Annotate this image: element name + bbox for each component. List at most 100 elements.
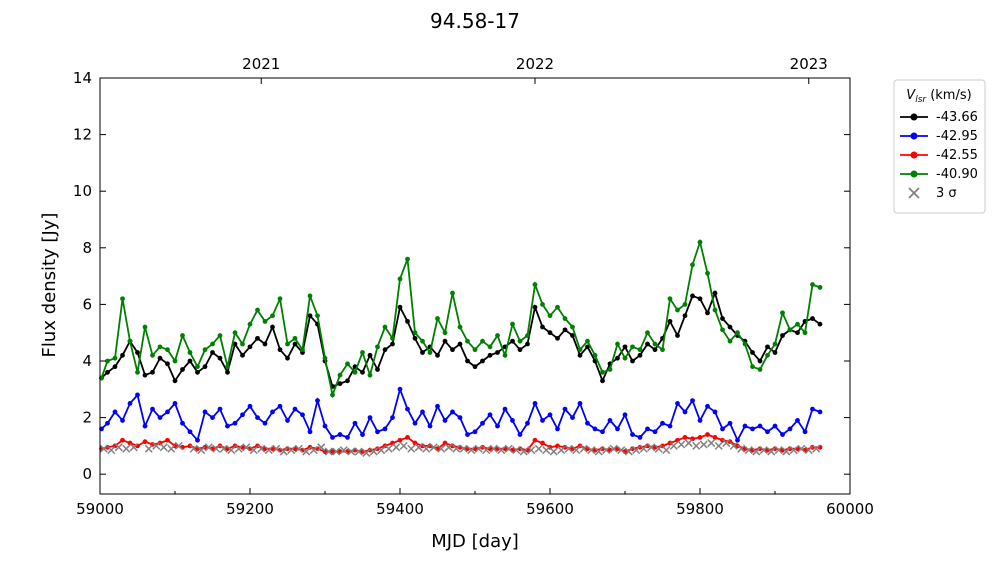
data-point (795, 321, 800, 327)
data-point (112, 409, 118, 415)
sigma-marker (152, 441, 161, 450)
data-point (757, 423, 763, 429)
data-point (217, 406, 223, 412)
data-point (345, 435, 350, 440)
data-point (787, 426, 793, 432)
data-point (240, 352, 245, 358)
data-point (630, 432, 635, 437)
data-point (750, 350, 755, 355)
data-point (802, 429, 808, 435)
data-point (502, 352, 508, 358)
legend-entry-label: 3 σ (936, 186, 957, 201)
data-point (472, 347, 478, 353)
sigma-marker (549, 447, 558, 456)
x-axis-label: MJD [day] (431, 531, 519, 552)
sigma-marker (309, 446, 318, 455)
sigma-marker (722, 439, 731, 448)
data-point (735, 330, 740, 336)
x-tick-label: 59800 (676, 500, 724, 518)
data-point (232, 330, 238, 336)
data-point (435, 403, 440, 409)
y-tick-label: 8 (82, 239, 92, 257)
data-point (615, 355, 620, 361)
sigma-marker (429, 443, 438, 452)
data-point (142, 423, 148, 429)
data-point (540, 324, 545, 330)
data-point (795, 330, 800, 336)
data-point (757, 367, 763, 372)
data-point (270, 324, 275, 330)
data-point (705, 403, 710, 409)
series-4 (99, 439, 821, 457)
sigma-marker (489, 444, 498, 453)
data-point (480, 420, 485, 426)
data-point (525, 420, 530, 426)
data-point (187, 429, 193, 435)
series-3 (99, 238, 823, 399)
data-point (517, 347, 523, 353)
data-point (780, 432, 785, 437)
data-point (510, 338, 515, 344)
sigma-marker (339, 446, 348, 455)
data-point (285, 341, 290, 347)
sigma-marker (797, 444, 806, 453)
data-point (247, 321, 253, 327)
data-point (105, 358, 110, 364)
data-point (202, 364, 208, 370)
data-point (675, 307, 680, 313)
data-point (360, 350, 365, 355)
legend-entry-1: -42.95 (900, 129, 978, 144)
data-point (180, 367, 185, 372)
legend-entry-label: -40.90 (936, 167, 978, 182)
data-point (577, 352, 583, 358)
sigma-marker (377, 446, 386, 455)
data-point (397, 276, 403, 282)
data-point (315, 398, 320, 404)
data-point (525, 333, 530, 338)
data-point (120, 296, 125, 302)
data-point (262, 318, 268, 324)
sigma-marker (542, 446, 551, 455)
data-point (427, 423, 433, 429)
data-point (157, 355, 163, 361)
data-point (337, 381, 343, 387)
data-point (667, 423, 673, 429)
data-point (255, 335, 260, 341)
data-point (727, 338, 733, 344)
data-point (712, 307, 718, 313)
data-point (675, 333, 680, 338)
legend: Vlsr (km/s) -43.66 -42.95 -42.55 -40.90 3 σ (893, 79, 986, 214)
data-point (307, 429, 313, 435)
data-point (142, 439, 148, 445)
data-point (330, 435, 335, 440)
data-point (465, 358, 470, 364)
data-point (517, 338, 523, 344)
data-point (652, 347, 658, 353)
data-point (480, 358, 485, 364)
sigma-marker (609, 444, 618, 453)
data-point (165, 437, 170, 443)
sigma-marker (317, 443, 326, 452)
sigma-marker (512, 446, 521, 455)
data-point (397, 304, 403, 310)
data-point (217, 333, 223, 338)
data-point (562, 316, 568, 321)
data-point (397, 437, 403, 443)
data-point (232, 420, 238, 426)
sigma-marker (767, 447, 776, 456)
data-point (292, 335, 298, 341)
sigma-marker (167, 444, 176, 453)
data-point (585, 338, 590, 344)
data-point (375, 344, 380, 350)
sigma-marker (212, 444, 221, 453)
sigma-marker (527, 446, 536, 455)
data-point (180, 420, 185, 426)
series-0 (99, 290, 823, 389)
data-point (442, 330, 448, 336)
sigma-marker (249, 446, 258, 455)
data-point (397, 386, 403, 392)
legend-entry-3: -40.90 (900, 167, 978, 182)
data-point (615, 426, 620, 432)
data-point (645, 341, 650, 347)
data-point (690, 398, 695, 404)
